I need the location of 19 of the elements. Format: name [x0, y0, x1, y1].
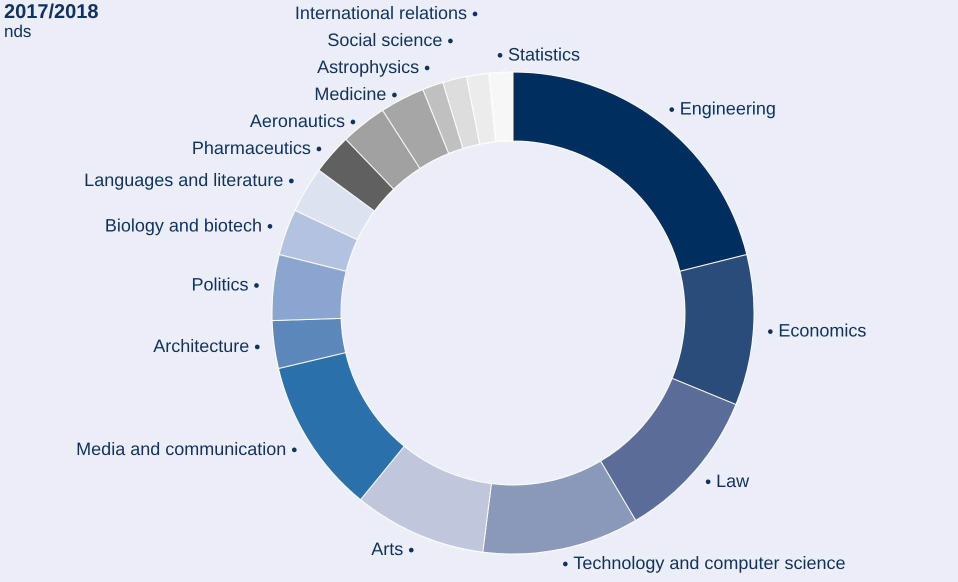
slice-label: Law — [716, 470, 750, 491]
text: nds — [4, 22, 32, 41]
slice-label: Statistics — [508, 44, 580, 64]
slice-label: International relations — [294, 3, 468, 23]
slice-label: Aeronautics — [250, 111, 345, 131]
slice-label: Architecture — [153, 336, 250, 356]
slice-label: Engineering — [680, 98, 776, 119]
slice-label: Social science — [327, 30, 442, 50]
slice-label: Biology and biotech — [104, 215, 262, 236]
slice-label: Politics — [191, 274, 248, 294]
chart-title: 2017/2018 — [4, 1, 99, 23]
slice-label: Technology and computer science — [573, 553, 846, 573]
slice-label: Arts — [371, 539, 404, 560]
slice-label: Astrophysics — [317, 57, 420, 77]
slice-label: Economics — [778, 320, 866, 341]
slice-label: Medicine — [314, 84, 386, 104]
slice-label: Media and communication — [76, 438, 286, 459]
slice-label: Languages and literature — [84, 170, 284, 190]
slice-label: Pharmaceutics — [192, 138, 311, 158]
